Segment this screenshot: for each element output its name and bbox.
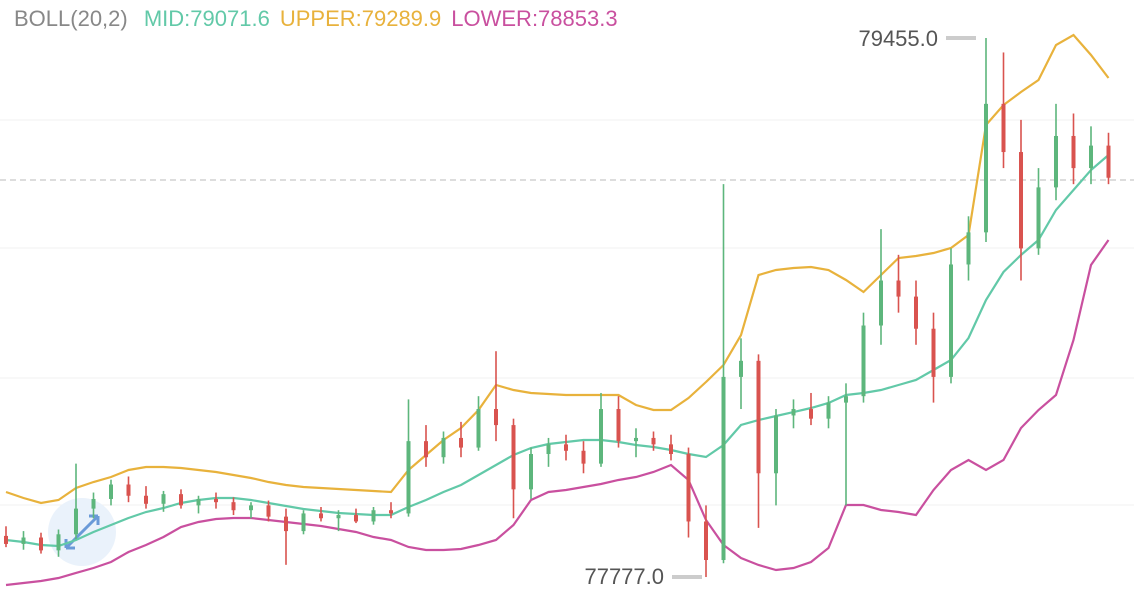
candle-body bbox=[704, 521, 708, 561]
candle-body bbox=[441, 437, 446, 458]
candle-body bbox=[266, 505, 271, 517]
low-label: 77777.0 bbox=[584, 564, 664, 589]
candle-body bbox=[651, 437, 656, 445]
indicator: BOLL(20,2) bbox=[14, 6, 128, 31]
candle-body bbox=[669, 444, 673, 454]
candle-body bbox=[949, 264, 953, 377]
candle-body bbox=[249, 505, 253, 511]
candle-body bbox=[931, 328, 936, 377]
candle-body bbox=[39, 537, 43, 551]
candle-body bbox=[511, 425, 516, 490]
candle-body bbox=[494, 409, 498, 426]
candle-body bbox=[879, 280, 883, 326]
expand-icon[interactable] bbox=[48, 498, 116, 566]
candle-body bbox=[476, 409, 481, 448]
candle-body bbox=[406, 441, 411, 514]
candle-body bbox=[4, 535, 8, 544]
candle-body bbox=[231, 502, 236, 511]
candle-body bbox=[1019, 152, 1023, 249]
candle-body bbox=[1089, 145, 1093, 169]
plot: 79455.0 77777.0 bbox=[4, 26, 1111, 589]
candle-body bbox=[424, 441, 428, 458]
candle-body bbox=[844, 396, 848, 403]
candle-body bbox=[581, 450, 586, 464]
candle-body bbox=[721, 376, 726, 561]
candle-body bbox=[284, 516, 288, 532]
candle-body bbox=[214, 498, 218, 503]
candle-body bbox=[791, 409, 796, 416]
candle-body bbox=[546, 444, 551, 454]
candle-body bbox=[1054, 135, 1058, 188]
candle-body bbox=[861, 325, 866, 397]
legend-entry: MID:79071.6 bbox=[144, 6, 270, 31]
legend: BOLL(20,2) MID:79071.6 UPPER:79289.9 LOWER… bbox=[14, 6, 618, 31]
candle-body bbox=[319, 513, 323, 519]
candle-body bbox=[126, 484, 131, 496]
candle-body bbox=[599, 409, 603, 464]
legend-entry: LOWER:78853.3 bbox=[451, 6, 617, 31]
candle-body bbox=[809, 409, 813, 419]
candle-body bbox=[336, 515, 341, 519]
candle-body bbox=[564, 444, 568, 451]
candle-body bbox=[74, 508, 78, 535]
candle-body bbox=[301, 513, 306, 532]
legend-entry: UPPER:79289.9 bbox=[280, 6, 441, 31]
candle-body bbox=[1106, 145, 1111, 178]
candle-body bbox=[914, 296, 918, 329]
candle-body bbox=[739, 360, 743, 377]
candle-body bbox=[196, 498, 201, 506]
candle-body bbox=[529, 453, 533, 490]
candle-body bbox=[686, 453, 691, 522]
high-label: 79455.0 bbox=[858, 26, 938, 51]
candle-body bbox=[1001, 103, 1006, 153]
candle-body bbox=[634, 437, 638, 442]
band-line bbox=[5, 154, 1110, 548]
candle-body bbox=[1071, 135, 1076, 169]
candle-body bbox=[371, 510, 376, 522]
candle-body bbox=[774, 415, 778, 474]
candle-body bbox=[1036, 187, 1041, 249]
candle-body bbox=[756, 360, 761, 474]
candle-body bbox=[56, 534, 61, 551]
candle-body bbox=[826, 402, 831, 419]
candle-body bbox=[616, 409, 621, 442]
band-line bbox=[5, 33, 1110, 505]
candle-body bbox=[161, 494, 166, 504]
candle-body bbox=[179, 494, 183, 506]
candle-body bbox=[354, 515, 358, 522]
candle-body bbox=[144, 495, 148, 504]
candle-body bbox=[984, 103, 988, 233]
band-line bbox=[5, 239, 1110, 587]
candle-body bbox=[459, 437, 463, 448]
candle-body bbox=[91, 498, 96, 509]
candle-body bbox=[21, 537, 26, 544]
candle-body bbox=[966, 232, 971, 265]
candle-body bbox=[109, 484, 113, 499]
candle-body bbox=[389, 510, 393, 514]
candle-body bbox=[896, 280, 901, 297]
